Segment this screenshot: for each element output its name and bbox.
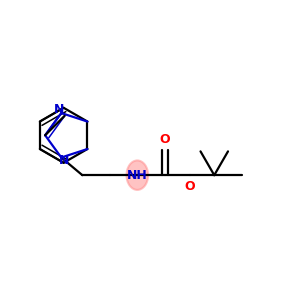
Text: O: O xyxy=(160,133,170,146)
Text: NH: NH xyxy=(127,169,148,182)
Text: N: N xyxy=(59,154,69,167)
Text: O: O xyxy=(184,180,195,193)
Ellipse shape xyxy=(127,160,148,190)
Text: N: N xyxy=(54,103,64,116)
